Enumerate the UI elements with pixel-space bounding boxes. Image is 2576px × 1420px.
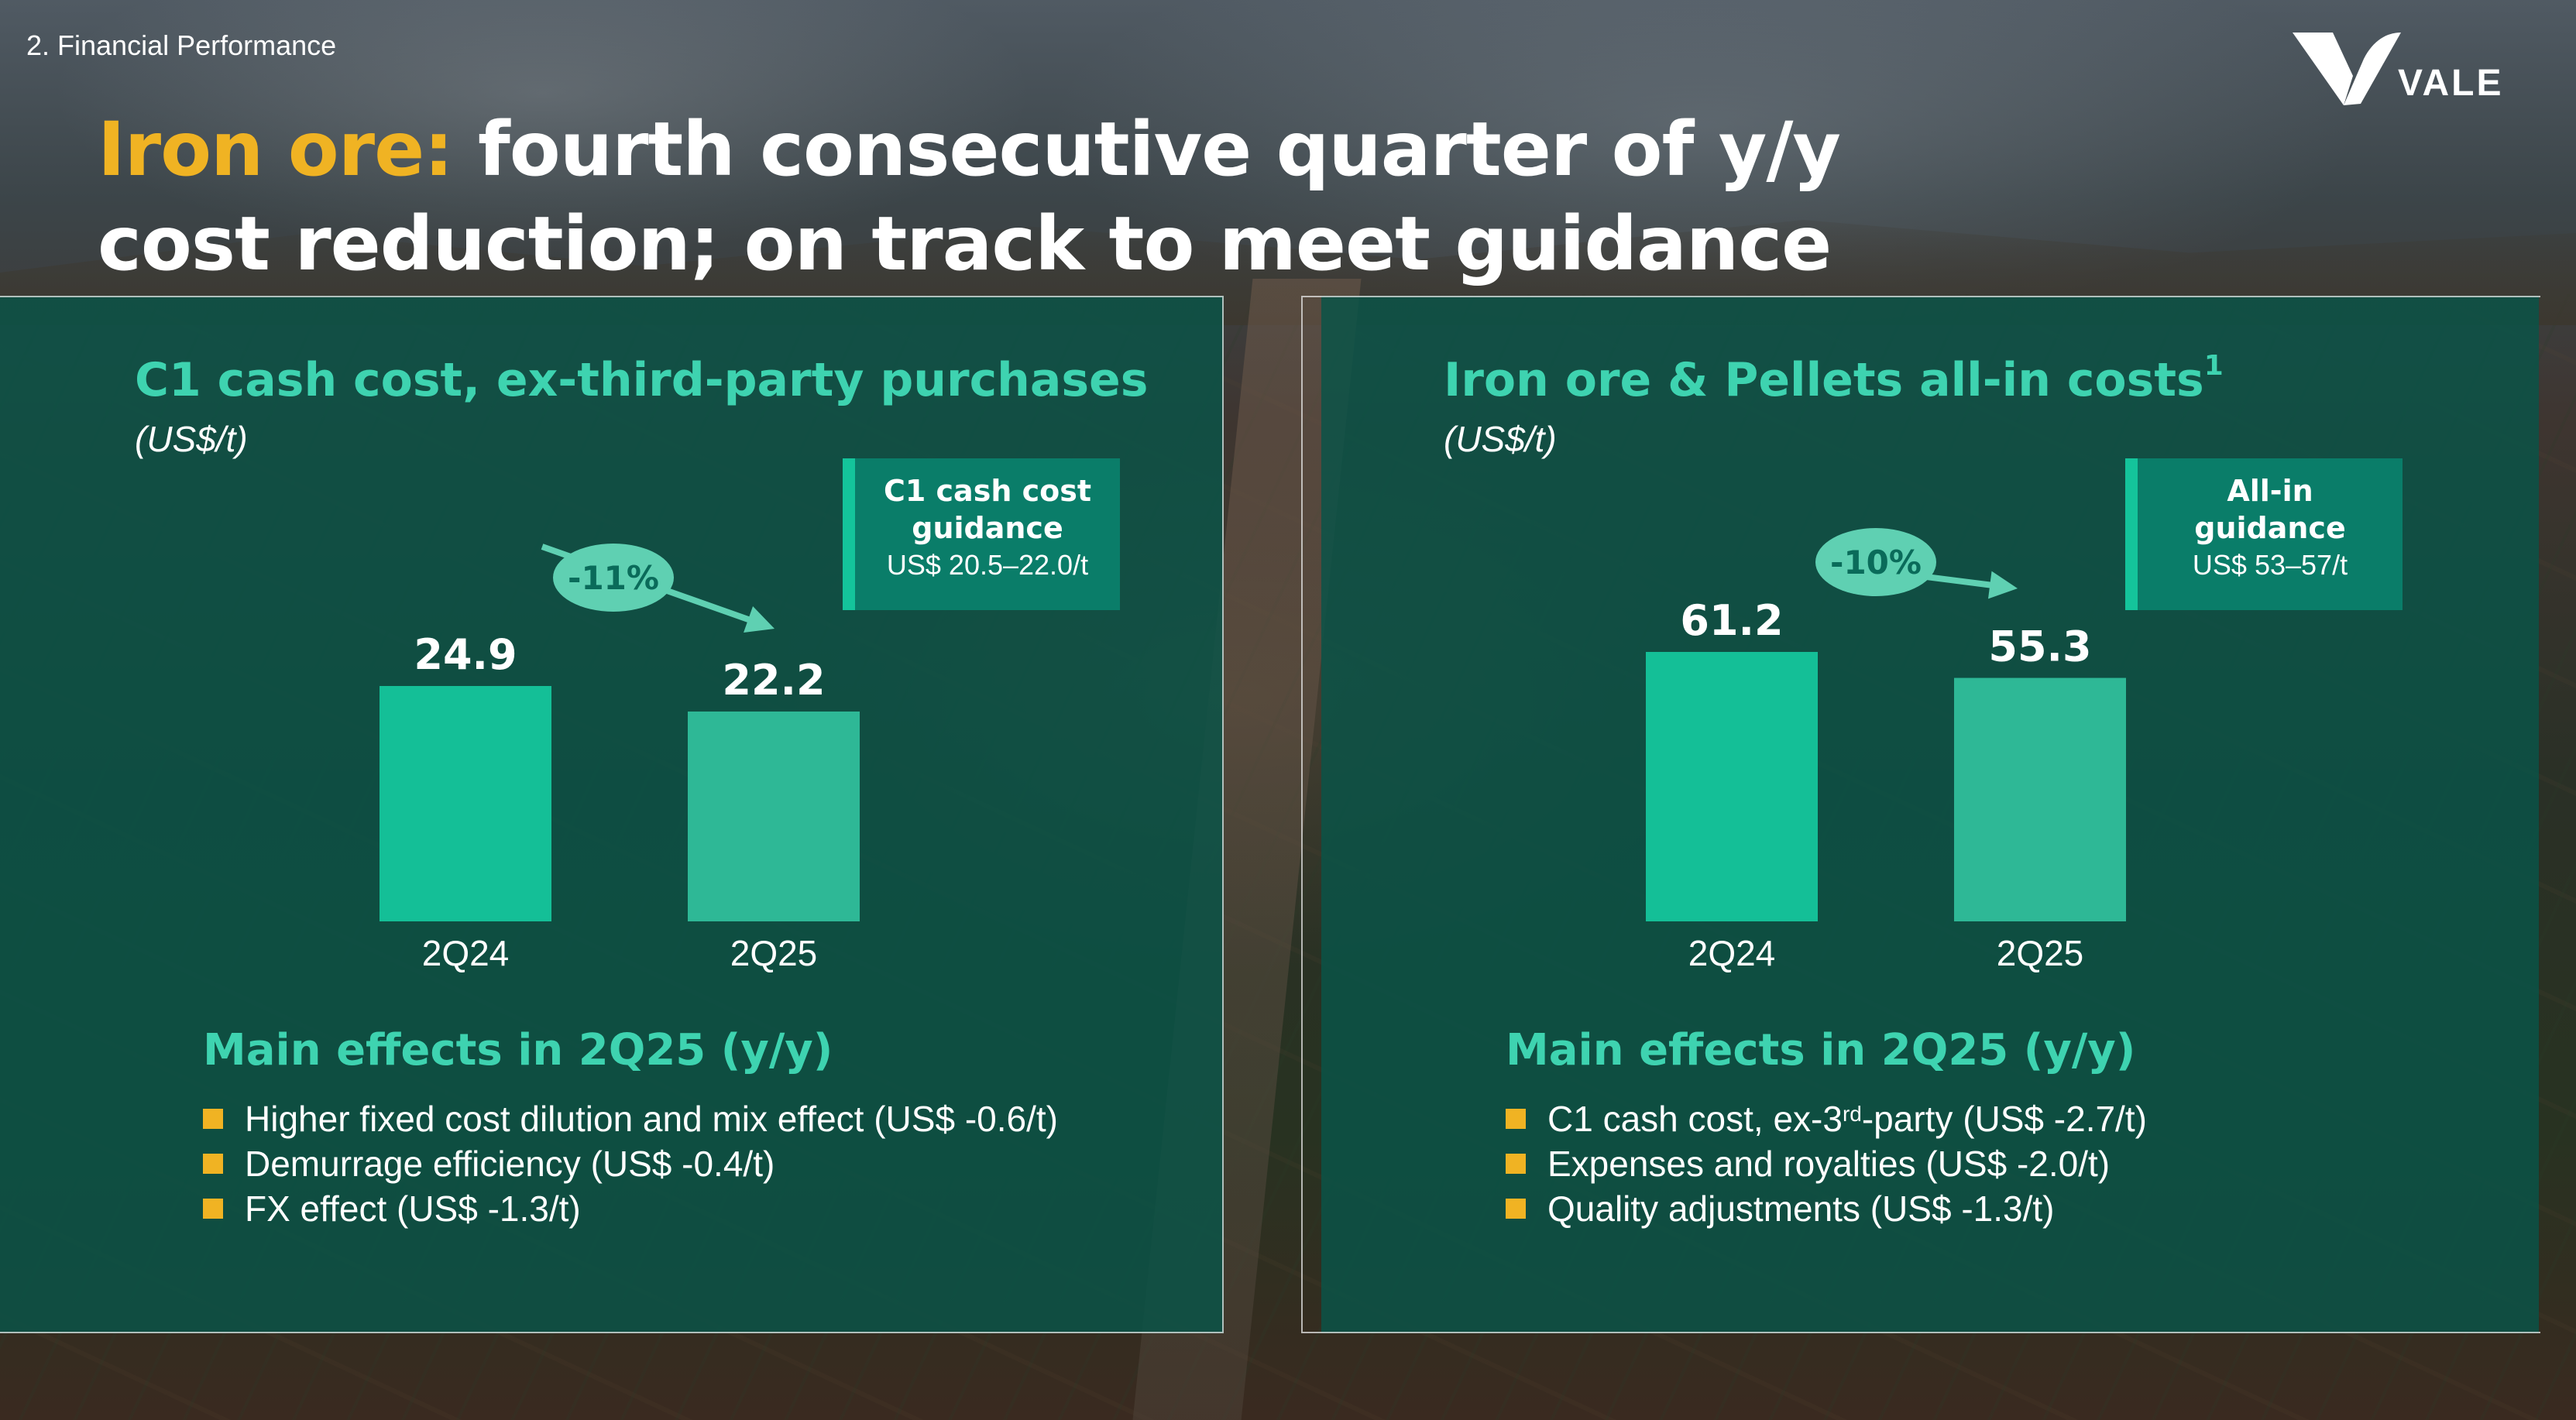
right-panel-title-footnote: 1 <box>2203 350 2224 382</box>
left-change-badge-label: -11% <box>568 559 659 597</box>
left-panel-title: C1 cash cost, ex-third-party purchases <box>135 353 1149 407</box>
right-effect-1-pre: C1 cash cost, ex-3 <box>1547 1099 1843 1139</box>
right-panel-title: Iron ore & Pellets all-in costs1 <box>1444 350 2224 407</box>
left-effects-list: Higher fixed cost dilution and mix effec… <box>203 1096 1058 1231</box>
right-effect-2: Expenses and royalties (US$ -2.0/t) <box>1547 1144 2111 1184</box>
bullet-icon <box>1506 1154 1526 1174</box>
right-change-badge-label: -10% <box>1830 544 1922 581</box>
section-label: 2. Financial Performance <box>26 29 337 61</box>
left-effect-3: FX effect (US$ -1.3/t) <box>245 1188 581 1229</box>
left-bar-2Q25 <box>688 711 860 921</box>
left-guidance-value: US$ 20.5–22.0/t <box>886 549 1089 581</box>
bullet-icon <box>203 1199 223 1219</box>
right-panel-title-text: Iron ore & Pellets all-in costs <box>1444 353 2204 407</box>
right-effect-1-sup: rd <box>1842 1102 1862 1126</box>
right-guidance-title-1: All-in <box>2227 474 2313 508</box>
right-data-label-2Q25: 55.3 <box>1988 623 2091 671</box>
left-effect-2: Demurrage efficiency (US$ -0.4/t) <box>245 1144 775 1184</box>
left-panel-unit: (US$/t) <box>135 419 248 459</box>
right-guidance-value: US$ 53–57/t <box>2192 549 2348 581</box>
left-change-arrowhead <box>744 606 775 633</box>
left-guidance-title-1: C1 cash cost <box>883 474 1092 508</box>
right-guidance-box: All-in guidance US$ 53–57/t <box>2125 458 2403 610</box>
left-tick-label-2Q24: 2Q24 <box>422 933 510 973</box>
bullet-icon <box>1506 1199 1526 1219</box>
right-effect-1: C1 cash cost, ex-3rd-party (US$ -2.7/t) <box>1547 1096 2147 1141</box>
right-tick-label-2Q25: 2Q25 <box>1997 933 2084 973</box>
left-guidance-title-2: guidance <box>912 511 1063 545</box>
right-change-badge <box>1815 528 1936 596</box>
right-effects-title: Main effects in 2Q25 (y/y) <box>1506 1025 2136 1075</box>
right-data-label-2Q24: 61.2 <box>1680 596 1783 645</box>
left-change-badge <box>553 544 674 612</box>
left-effects-title: Main effects in 2Q25 (y/y) <box>203 1025 833 1075</box>
right-effect-1-post: -party (US$ -2.7/t) <box>1861 1099 2147 1139</box>
title-accent: Iron ore: <box>98 106 454 193</box>
right-effects-list: C1 cash cost, ex-3rd-party (US$ -2.7/t) … <box>1506 1096 2147 1231</box>
list-item: C1 cash cost, ex-3rd-party (US$ -2.7/t) <box>1506 1096 2147 1141</box>
vale-logo-icon <box>2293 33 2401 105</box>
left-bar-2Q24 <box>380 686 551 921</box>
bullet-icon <box>203 1109 223 1129</box>
left-data-label-2Q24: 24.9 <box>414 630 517 679</box>
title-line2: cost reduction; on track to meet guidanc… <box>98 201 1832 287</box>
page-title: Iron ore: fourth consecutive quarter of … <box>98 102 1879 291</box>
list-item: Demurrage efficiency (US$ -0.4/t) <box>203 1141 1058 1186</box>
right-bar-2Q24 <box>1646 652 1818 921</box>
list-item: Expenses and royalties (US$ -2.0/t) <box>1506 1141 2147 1186</box>
left-guidance-box: C1 cash cost guidance US$ 20.5–22.0/t <box>843 458 1120 610</box>
right-change-arrowhead <box>1988 571 2018 599</box>
bullet-icon <box>1506 1109 1526 1129</box>
left-effect-1: Higher fixed cost dilution and mix effec… <box>245 1099 1058 1139</box>
left-tick-label-2Q25: 2Q25 <box>730 933 818 973</box>
list-item: Quality adjustments (US$ -1.3/t) <box>1506 1186 2147 1231</box>
list-item: FX effect (US$ -1.3/t) <box>203 1186 1058 1231</box>
right-tick-label-2Q24: 2Q24 <box>1688 933 1776 973</box>
bullet-icon <box>203 1154 223 1174</box>
logo-text: VALE <box>2398 63 2504 104</box>
list-item: Higher fixed cost dilution and mix effec… <box>203 1096 1058 1141</box>
right-guidance-title-2: guidance <box>2194 511 2346 545</box>
right-effect-3: Quality adjustments (US$ -1.3/t) <box>1547 1188 2055 1229</box>
title-line1: fourth consecutive quarter of y/y <box>478 106 1841 193</box>
right-panel-unit: (US$/t) <box>1444 419 1557 459</box>
left-data-label-2Q25: 22.2 <box>722 656 825 705</box>
right-bar-2Q25 <box>1954 677 2126 921</box>
